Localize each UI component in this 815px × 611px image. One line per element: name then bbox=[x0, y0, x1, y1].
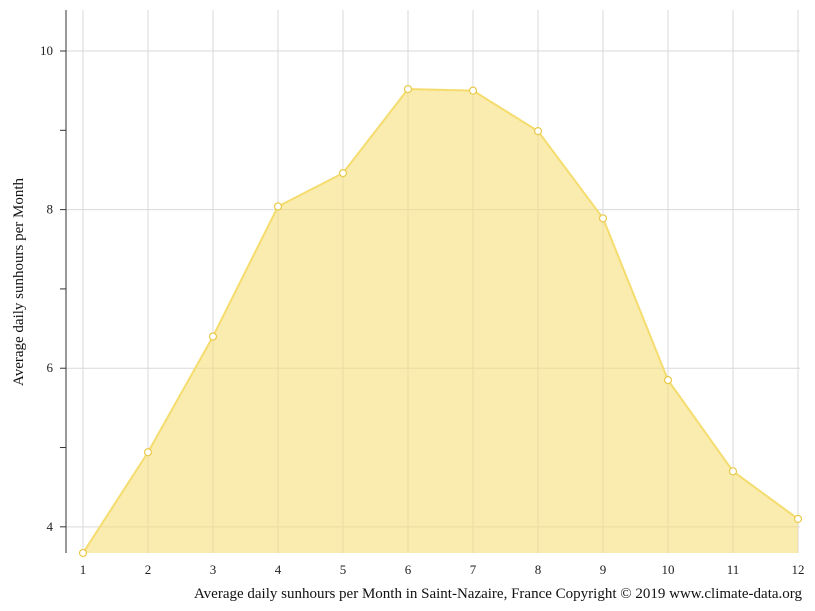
data-point-2[interactable] bbox=[143, 448, 153, 457]
area-series bbox=[82, 88, 799, 554]
x-tick-label-5: 5 bbox=[340, 562, 347, 577]
data-point-1[interactable] bbox=[78, 548, 88, 558]
data-point-11[interactable] bbox=[728, 467, 738, 476]
y-tick-labels: 4 6 8 10 bbox=[40, 43, 54, 534]
x-tick-label-2: 2 bbox=[145, 562, 152, 577]
data-point-9[interactable] bbox=[598, 214, 608, 223]
series-line bbox=[82, 88, 799, 554]
y-tick-label-8: 8 bbox=[47, 202, 54, 217]
x-tick-label-3: 3 bbox=[210, 562, 217, 577]
data-point-4[interactable] bbox=[273, 202, 283, 211]
data-point-10[interactable] bbox=[663, 376, 673, 385]
y-tick-label-4: 4 bbox=[47, 519, 54, 534]
x-tick-label-10: 10 bbox=[662, 562, 675, 577]
axes bbox=[60, 10, 67, 553]
x-tick-labels: 1 2 3 4 5 6 7 8 9 10 11 12 bbox=[80, 562, 805, 577]
data-point-6[interactable] bbox=[403, 84, 413, 94]
x-tick-label-1: 1 bbox=[80, 562, 87, 577]
x-tick-label-12: 12 bbox=[792, 562, 805, 577]
x-tick-label-9: 9 bbox=[600, 562, 607, 577]
data-point-3[interactable] bbox=[208, 332, 218, 341]
x-tick-label-6: 6 bbox=[405, 562, 412, 577]
x-tick-label-7: 7 bbox=[470, 562, 477, 577]
y-tick-label-6: 6 bbox=[47, 360, 54, 375]
data-point-12[interactable] bbox=[793, 514, 803, 523]
data-points bbox=[78, 84, 803, 558]
data-point-8[interactable] bbox=[533, 126, 543, 136]
data-point-5[interactable] bbox=[338, 169, 348, 178]
x-tick-label-8: 8 bbox=[535, 562, 542, 577]
area-fill bbox=[83, 89, 798, 554]
y-axis-label: Average daily sunhours per Month bbox=[11, 178, 27, 387]
x-tick-label-4: 4 bbox=[275, 562, 282, 577]
y-tick-label-10: 10 bbox=[40, 43, 53, 58]
chart-caption: Average daily sunhours per Month in Sain… bbox=[194, 586, 803, 602]
data-point-7[interactable] bbox=[468, 86, 478, 95]
x-tick-label-11: 11 bbox=[727, 562, 740, 577]
